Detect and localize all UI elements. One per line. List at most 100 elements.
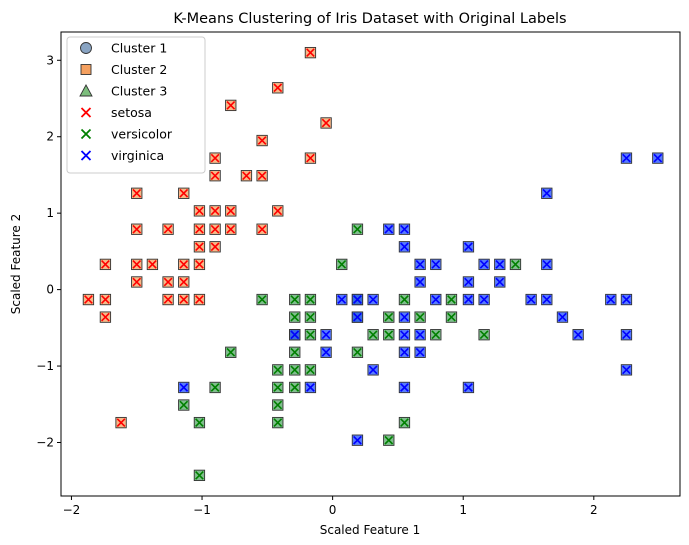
versicolor-point — [306, 295, 315, 304]
virginica-point — [479, 260, 489, 269]
setosa-point — [163, 224, 173, 234]
legend-box — [66, 36, 206, 174]
virginica-point — [431, 260, 441, 269]
x-tick-label: 1 — [459, 503, 467, 517]
virginica-point — [573, 330, 583, 340]
versicolor-point — [368, 330, 378, 340]
virginica-point — [400, 312, 409, 322]
setosa-point — [321, 118, 331, 128]
virginica-point — [542, 188, 552, 198]
versicolor-point — [273, 365, 283, 375]
setosa-point — [132, 277, 142, 287]
virginica-point — [400, 224, 409, 234]
versicolor-point — [226, 347, 236, 357]
setosa-point — [210, 242, 220, 252]
setosa-point — [116, 418, 126, 427]
virginica-point — [353, 312, 362, 322]
versicolor-point — [384, 312, 394, 322]
setosa-point — [257, 136, 267, 145]
versicolor-point — [290, 347, 300, 357]
versicolor-point — [384, 435, 394, 445]
versicolor-point — [306, 330, 315, 340]
legend-label: Cluster 2 — [111, 62, 167, 77]
chart-title: K-Means Clustering of Iris Dataset with … — [173, 11, 566, 27]
versicolor-point — [337, 260, 347, 269]
x-tick-label: 2 — [590, 503, 598, 517]
legend-x-marker — [80, 128, 92, 140]
versicolor-point — [511, 260, 520, 269]
setosa-point — [273, 206, 283, 216]
setosa-point — [257, 171, 267, 181]
versicolor-point — [257, 295, 267, 304]
virginica-point — [526, 295, 536, 304]
legend-label: virginica — [111, 148, 164, 163]
virginica-point — [542, 295, 552, 304]
x-tick-label: −1 — [193, 503, 211, 517]
virginica-point — [622, 295, 631, 304]
virginica-point — [353, 435, 362, 445]
versicolor-point — [290, 312, 300, 322]
virginica-point — [321, 330, 331, 340]
plot-border — [60, 31, 681, 497]
versicolor-point — [290, 383, 300, 392]
versicolor-point — [273, 383, 283, 392]
y-tick-label: −2 — [36, 435, 54, 449]
setosa-point — [226, 224, 236, 234]
virginica-point — [415, 277, 425, 287]
setosa-point — [306, 153, 315, 163]
virginica-point — [464, 383, 473, 392]
legend-x-marker — [80, 150, 92, 161]
virginica-point — [495, 260, 505, 269]
setosa-point — [195, 206, 204, 216]
setosa-point — [210, 224, 220, 234]
setosa-point — [195, 295, 204, 304]
virginica-point — [622, 153, 631, 163]
setosa-point — [179, 277, 189, 287]
setosa-point — [132, 224, 142, 234]
y-tick-label: −1 — [36, 359, 54, 373]
versicolor-point — [353, 224, 362, 234]
virginica-point — [353, 295, 362, 304]
setosa-point — [179, 295, 189, 304]
setosa-point — [273, 83, 283, 93]
setosa-point — [306, 48, 315, 58]
versicolor-point — [479, 330, 489, 340]
y-tick-label: 1 — [46, 206, 54, 220]
setosa-point — [163, 295, 173, 304]
versicolor-point — [290, 365, 300, 375]
setosa-point — [195, 224, 204, 234]
x-axis-label: Scaled Feature 1 — [320, 523, 421, 537]
versicolor-point — [447, 312, 456, 322]
virginica-point — [306, 383, 315, 392]
virginica-point — [431, 295, 441, 304]
legend-label: Cluster 3 — [111, 84, 167, 99]
setosa-point — [84, 295, 93, 304]
versicolor-point — [273, 400, 283, 410]
versicolor-point — [447, 295, 456, 304]
virginica-point — [400, 383, 409, 392]
versicolor-point — [384, 330, 394, 340]
virginica-point — [415, 260, 425, 269]
setosa-point — [101, 260, 110, 269]
versicolor-point — [306, 312, 315, 322]
setosa-point — [242, 171, 251, 181]
setosa-point — [226, 101, 236, 110]
virginica-point — [400, 347, 409, 357]
virginica-point — [558, 312, 567, 322]
virginica-point — [400, 330, 409, 340]
legend-label: Cluster 1 — [111, 41, 167, 56]
versicolor-point — [306, 365, 315, 375]
legend-x-marker — [80, 107, 92, 118]
setosa-point — [132, 260, 142, 269]
versicolor-point — [353, 347, 362, 357]
y-tick-label: 0 — [46, 283, 54, 297]
virginica-point — [542, 260, 552, 269]
x-tick-label: −2 — [63, 503, 81, 517]
virginica-point — [464, 277, 473, 287]
virginica-point — [290, 330, 300, 340]
setosa-point — [226, 206, 236, 216]
virginica-point — [415, 347, 425, 357]
legend: Cluster 1 Cluster 2 Cluster 3 setosa versico… — [66, 36, 206, 174]
setosa-point — [179, 188, 189, 198]
